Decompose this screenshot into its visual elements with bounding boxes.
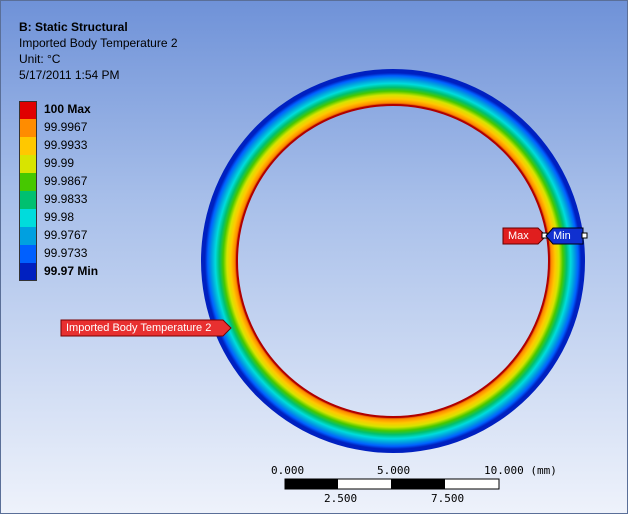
legend-label: 99.98: [44, 210, 75, 224]
legend-label: 100 Max: [44, 102, 91, 116]
scale-bar-segment-3: [391, 479, 445, 489]
body-tag-shape: [60, 319, 232, 337]
result-unit: Unit: °C: [19, 52, 61, 66]
legend-swatch: [19, 227, 37, 245]
result-timestamp: 5/17/2011 1:54 PM: [19, 68, 120, 82]
max-probe-label[interactable]: Max: [508, 230, 529, 242]
legend-swatch: [19, 155, 37, 173]
legend-swatch: [19, 263, 37, 281]
legend-swatch: [19, 173, 37, 191]
scale-label-0: 0.000: [271, 464, 305, 477]
min-probe-marker: [581, 232, 588, 239]
min-probe-label[interactable]: Min: [553, 230, 571, 242]
body-label[interactable]: Imported Body Temperature 2: [66, 322, 212, 334]
result-name: Imported Body Temperature 2: [19, 36, 178, 50]
analysis-title: B: Static Structural: [19, 20, 128, 34]
legend-label: 99.9933: [44, 138, 88, 152]
legend-swatch: [19, 209, 37, 227]
scale-bar-segment-1: [285, 479, 338, 489]
legend-label: 99.97 Min: [44, 264, 99, 278]
legend-label: 99.9767: [44, 228, 88, 242]
legend-swatch: [19, 245, 37, 263]
max-tag-shape: [502, 227, 547, 245]
legend-swatch: [19, 119, 37, 137]
legend-swatch: [19, 101, 37, 119]
legend-label: 99.99: [44, 156, 75, 170]
ring-inner-edge: [236, 104, 550, 418]
legend-label: 99.9733: [44, 246, 88, 260]
legend-label: 99.9967: [44, 120, 88, 134]
result-header: B: Static Structural Imported Body Tempe…: [19, 19, 178, 83]
scale-label-2-5: 2.500: [324, 492, 358, 505]
legend-label: 99.9833: [44, 192, 88, 206]
scale-label-7-5: 7.500: [431, 492, 465, 505]
legend-swatch: [19, 137, 37, 155]
scale-label-5: 5.000: [377, 464, 411, 477]
legend-swatch: [19, 191, 37, 209]
legend-label: 99.9867: [44, 174, 88, 188]
scale-label-10: 10.000 (mm): [484, 464, 557, 477]
